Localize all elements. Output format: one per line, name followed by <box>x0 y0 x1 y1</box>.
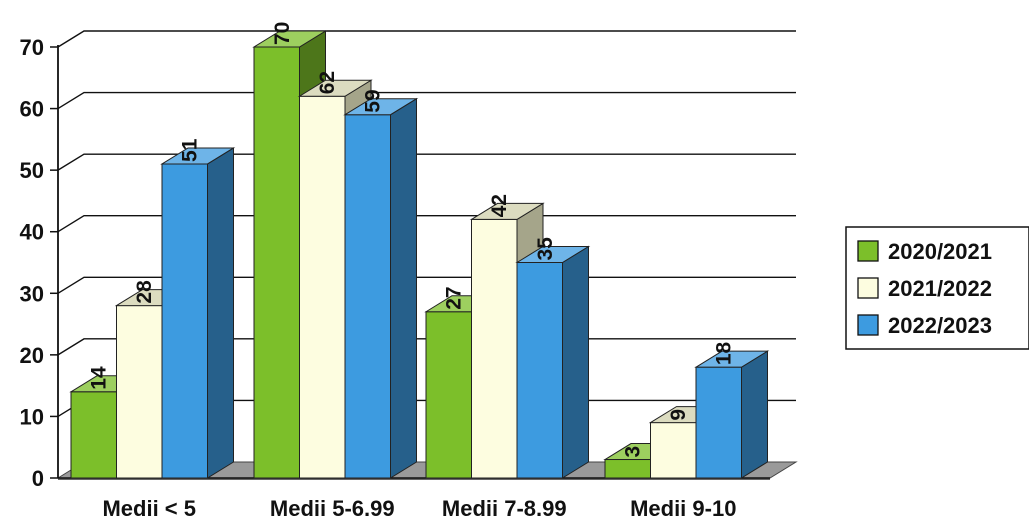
data-labels: 14 28 51 70 62 59 27 42 35 3 9 18 <box>88 22 736 458</box>
bar <box>650 422 697 479</box>
bar <box>116 305 163 479</box>
data-label: 42 <box>488 194 511 217</box>
bar <box>604 459 651 479</box>
legend: 2020/2021 2021/2022 2022/2023 <box>845 226 1029 350</box>
gridline <box>57 215 796 233</box>
category-label: Medii 5-6.99 <box>270 496 395 521</box>
y-tick-label: 30 <box>20 281 44 306</box>
bar-side <box>207 147 234 479</box>
legend-label: 2021/2022 <box>888 276 992 301</box>
category-label: Medii 7-8.99 <box>442 496 567 521</box>
y-tick-label: 60 <box>20 97 44 122</box>
y-tick-label: 50 <box>20 158 44 183</box>
data-label: 35 <box>534 237 557 261</box>
bar <box>299 95 346 479</box>
y-tick-label: 70 <box>20 35 44 60</box>
bar-top <box>252 30 328 48</box>
bar-top <box>343 98 419 116</box>
bars <box>69 30 770 479</box>
data-label: 62 <box>316 71 339 94</box>
y-tick-label: 0 <box>32 466 44 491</box>
bar-side <box>390 97 417 479</box>
data-label: 28 <box>133 280 156 304</box>
category-label: Medii < 5 <box>102 496 196 521</box>
legend-swatch <box>857 240 879 262</box>
data-label: 70 <box>271 22 294 45</box>
y-tick-label: 40 <box>20 220 44 245</box>
gridline <box>57 30 796 48</box>
bar <box>516 262 563 479</box>
legend-swatch <box>857 314 879 336</box>
data-label: 18 <box>713 341 736 365</box>
bar <box>471 218 518 479</box>
data-label: 3 <box>622 446 645 458</box>
data-label: 9 <box>667 409 690 421</box>
data-label: 51 <box>179 138 202 162</box>
bar <box>425 311 472 479</box>
gridline <box>57 153 796 171</box>
y-tick-label: 10 <box>20 404 44 429</box>
bar-side <box>741 350 768 479</box>
category-label: Medii 9-10 <box>630 496 736 521</box>
bar-top <box>469 202 545 220</box>
y-tick-label: 20 <box>20 343 44 368</box>
value-axis: 0 10 20 30 40 50 60 70 <box>20 35 770 491</box>
bar-side <box>562 245 589 479</box>
category-labels: Medii < 5 Medii 5-6.99 Medii 7-8.99 Medii 9… <box>102 496 736 521</box>
bar <box>253 46 300 479</box>
data-label: 14 <box>88 366 111 390</box>
bar-top <box>160 147 236 165</box>
bar <box>70 391 117 479</box>
bar-top <box>515 246 591 263</box>
data-label: 27 <box>443 286 466 309</box>
bar-top <box>297 79 373 97</box>
legend-label: 2020/2021 <box>888 239 992 264</box>
gridline <box>57 91 796 110</box>
legend-label: 2022/2023 <box>888 313 992 338</box>
bar <box>695 366 742 479</box>
legend-swatch <box>857 277 879 299</box>
bar <box>161 163 208 479</box>
bar <box>344 114 391 479</box>
data-label: 59 <box>362 89 385 112</box>
bar-top <box>694 350 770 368</box>
